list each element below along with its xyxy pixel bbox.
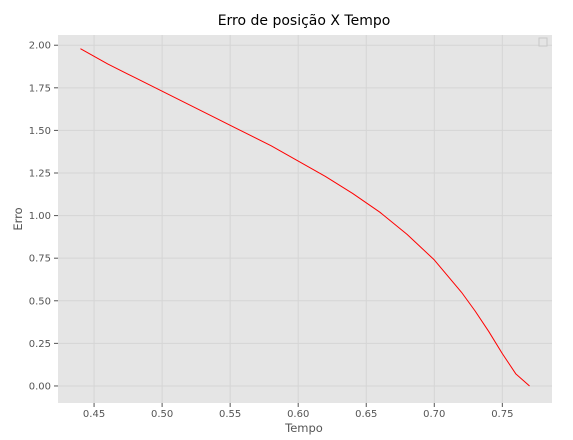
x-tick-label: 0.50 xyxy=(151,409,173,420)
x-tick-label: 0.70 xyxy=(423,409,445,420)
plot-area xyxy=(58,35,552,403)
series-layer xyxy=(80,48,530,387)
x-tick-label: 0.55 xyxy=(219,409,241,420)
y-tick-label: 1.75 xyxy=(29,83,51,94)
x-tick-label: 0.45 xyxy=(83,409,105,420)
y-tick-label: 0.25 xyxy=(29,339,51,350)
y-tick-label: 0.00 xyxy=(29,381,51,392)
y-tick-label: 0.50 xyxy=(29,296,51,307)
series-line xyxy=(80,48,530,387)
x-tick-label: 0.75 xyxy=(491,409,513,420)
y-tick-label: 1.25 xyxy=(29,169,51,180)
x-tick-label: 0.60 xyxy=(287,409,309,420)
x-axis-label: Tempo xyxy=(284,421,323,435)
legend-box xyxy=(538,37,548,47)
y-axis-label: Erro xyxy=(11,207,25,230)
y-tick-label: 1.00 xyxy=(29,211,51,222)
y-axis-ticks: 0.00 0.25 0.50 0.75 1.00 1.25 1.50 1.75 2.00 xyxy=(29,41,58,392)
y-tick-label: 0.75 xyxy=(29,254,51,265)
chart-title: Erro de posição X Tempo xyxy=(218,13,391,29)
grid xyxy=(58,35,552,403)
x-tick-label: 0.65 xyxy=(355,409,377,420)
x-axis-ticks: 0.45 0.50 0.55 0.60 0.65 0.70 0.75 xyxy=(83,403,513,420)
y-tick-label: 1.50 xyxy=(29,126,51,137)
y-tick-label: 2.00 xyxy=(29,41,51,52)
